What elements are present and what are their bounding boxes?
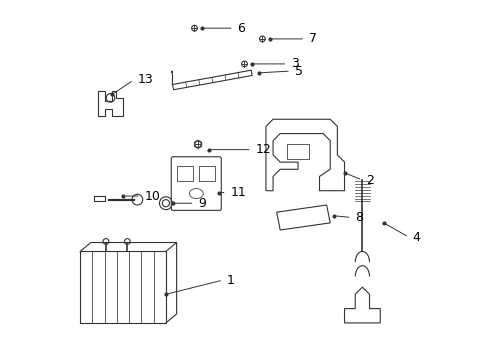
Bar <box>80 251 165 323</box>
Text: 9: 9 <box>198 197 205 210</box>
Text: 3: 3 <box>290 57 298 71</box>
Text: 12: 12 <box>255 143 270 156</box>
Text: 6: 6 <box>237 22 244 35</box>
Text: 13: 13 <box>137 73 153 86</box>
Text: 1: 1 <box>226 274 234 287</box>
Text: 10: 10 <box>144 190 160 203</box>
Text: 7: 7 <box>308 32 316 45</box>
Bar <box>176 166 193 181</box>
Text: 11: 11 <box>230 186 245 199</box>
Text: 4: 4 <box>411 231 419 244</box>
Text: 2: 2 <box>365 174 373 186</box>
Text: 8: 8 <box>354 211 363 224</box>
Bar <box>94 196 105 202</box>
Bar <box>287 144 308 158</box>
Bar <box>198 166 214 181</box>
Text: 5: 5 <box>294 64 302 77</box>
